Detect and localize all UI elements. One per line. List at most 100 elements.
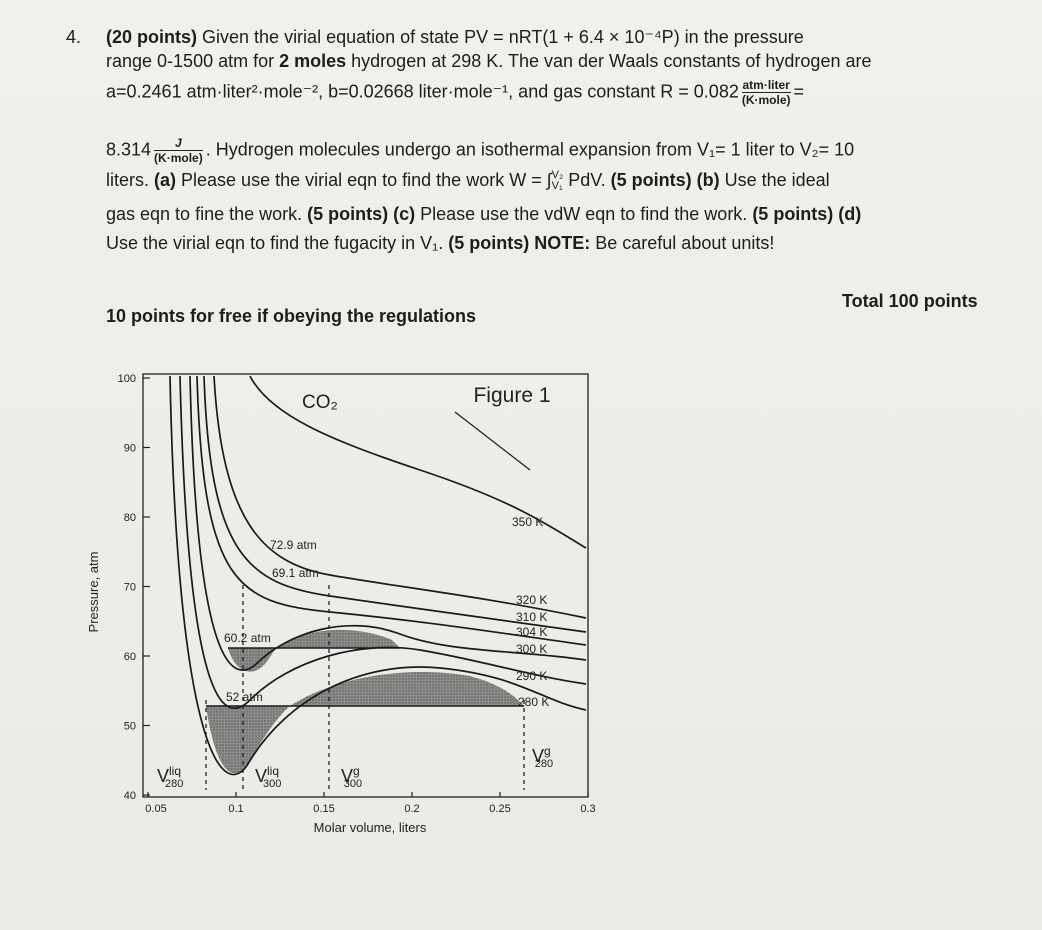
x-tick-label: 0.2 (404, 803, 419, 815)
y-tick-label: 50 (124, 721, 136, 733)
figure-title: CO₂ (302, 392, 338, 413)
volume-label: Vliq 280 (157, 764, 183, 790)
x-axis-label: Molar volume, liters (314, 820, 427, 835)
plot-frame (142, 373, 589, 798)
denominator: (K·mole) (154, 150, 203, 165)
isotherm-label: 280 K (518, 695, 549, 709)
question-line: range 0-1500 atm for 2 moles hydrogen at… (106, 51, 871, 72)
pressure-label: 52 atm (226, 690, 263, 704)
volume-sub: 280 (165, 778, 183, 790)
text: Please use the virial eqn to find the wo… (176, 170, 552, 190)
curve (249, 375, 587, 549)
volume-label: Vliq 300 (255, 764, 281, 790)
volume-label: Vg 300 (341, 764, 362, 790)
text: (20 points) (106, 27, 198, 47)
volume-sub: 300 (263, 778, 281, 790)
shaded-region (276, 629, 400, 648)
y-tick-label: 100 (118, 373, 136, 385)
volume-sup: liq (267, 764, 279, 778)
text: Given the virial equation of state PV = … (197, 27, 804, 47)
isotherm-label: 304 K (516, 625, 547, 639)
text: range 0-1500 atm for (106, 51, 280, 71)
text: 2 moles (279, 51, 347, 71)
shaded-region (206, 706, 290, 774)
text: (5 points) NOTE: (448, 233, 591, 253)
text: (5 points) (c) (307, 204, 416, 224)
question-line: 8.314 J (K·mole). Hydrogen molecules under… (106, 136, 854, 165)
text: (5 points) (b) (610, 170, 720, 190)
curve (179, 375, 587, 710)
volume-symbol: V (157, 766, 169, 786)
volume-sub: 280 (535, 758, 553, 770)
x-tick-label: 0.15 (313, 803, 334, 815)
volume-symbol: V (532, 746, 544, 766)
leader-line (454, 411, 531, 471)
shaded-region (228, 648, 276, 672)
y-axis-label: Pressure, atm (86, 552, 101, 633)
x-tick-label: 0.05 (145, 803, 166, 815)
isotherm-label: 300 K (516, 642, 547, 656)
y-tick-label: 90 (124, 443, 136, 455)
text: gas eqn to fine the work. (106, 204, 308, 224)
text: Be careful about units! (590, 233, 775, 253)
text: 8.314 (106, 139, 152, 160)
bonus-note: 10 points for free if obeying the regula… (106, 306, 477, 326)
curve (169, 375, 587, 776)
x-tick-label: 0.25 (489, 803, 510, 815)
lower-limit: V₁ (551, 180, 563, 193)
volume-sup: g (353, 764, 360, 778)
text: Use the virial eqn to find the fugacity … (106, 233, 449, 253)
y-tick-label: 40 (124, 790, 136, 802)
question-line: (20 points) Given the virial equation of… (106, 27, 804, 48)
isotherm-label: 350 K (512, 515, 543, 529)
isotherm-label: 320 K (516, 593, 547, 607)
pressure-label: 72.9 atm (270, 538, 317, 552)
volume-symbol: V (255, 766, 267, 786)
denominator: (K·mole) (741, 92, 791, 107)
x-tick-label: 0.3 (580, 803, 595, 815)
question-line: liters. (a) Please use the virial eqn to… (106, 170, 830, 192)
fraction: atm·liter (K·mole) (741, 78, 791, 107)
question-line: a=0.2461 atm·liter²·mole⁻², b=0.02668 li… (106, 78, 804, 107)
volume-sup: g (544, 744, 551, 758)
text: hydrogen at 298 K. The van der Waals con… (346, 51, 872, 71)
y-tick-label: 60 (124, 651, 136, 663)
fraction: J (K·mole) (154, 136, 203, 165)
question-line: gas eqn to fine the work. (5 points) (c)… (106, 204, 861, 225)
text: Use the ideal (719, 170, 830, 190)
isotherm-label: 290 K (516, 669, 547, 683)
x-tick-label: 0.1 (228, 803, 243, 815)
text: (5 points) (d) (752, 204, 862, 224)
text: liters. (106, 170, 155, 190)
pressure-label: 69.1 atm (272, 566, 319, 580)
curve (203, 375, 587, 633)
y-tick-label: 70 (124, 582, 136, 594)
shaded-regions (206, 629, 524, 774)
volume-symbol: V (341, 766, 353, 786)
volume-label: Vg 280 (532, 744, 553, 770)
isotherm-curves (169, 375, 587, 776)
shaded-region (290, 671, 524, 706)
curve (213, 375, 587, 619)
y-tick-label: 80 (124, 512, 136, 524)
numerator: atm·liter (742, 78, 790, 92)
text: . Hydrogen molecules undergo an isotherm… (205, 139, 855, 160)
integral-limits: V₂ V₁ (552, 170, 564, 192)
numerator: J (175, 136, 182, 150)
text: (a) (154, 170, 177, 190)
volume-sup: liq (169, 764, 181, 778)
question-line: Use the virial eqn to find the fugacity … (106, 233, 774, 254)
figure-label: Figure 1 (473, 384, 550, 407)
text: = (793, 81, 805, 102)
text: Please use the vdW eqn to find the work. (415, 204, 753, 224)
volume-sub: 300 (344, 778, 362, 790)
upper-limit: V₂ (551, 169, 564, 182)
text: PdV. (563, 170, 611, 190)
text: a=0.2461 atm·liter²·mole⁻², b=0.02668 li… (106, 81, 739, 102)
total-points: Total 100 points (842, 291, 978, 311)
dashed-guides (205, 585, 525, 790)
question-number: 4. (66, 27, 82, 47)
curve (196, 375, 587, 646)
